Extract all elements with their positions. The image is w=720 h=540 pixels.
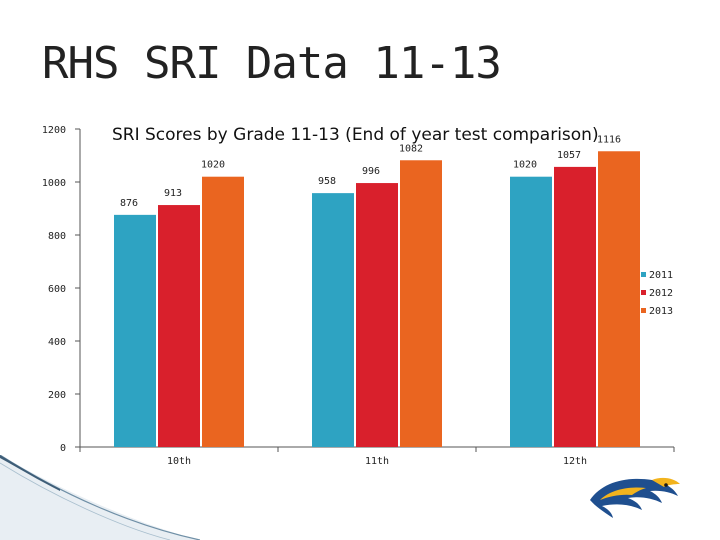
decorative-swoosh — [0, 455, 200, 540]
y-tick-label: 400 — [48, 337, 66, 348]
bar-2013-12th — [598, 151, 640, 447]
data-label: 1020 — [513, 160, 537, 171]
bar-2012-12th — [554, 166, 596, 447]
legend-swatch-2012 — [641, 290, 646, 295]
y-tick-label: 0 — [60, 443, 66, 454]
chart-title: SRI Scores by Grade 11-13 (End of year t… — [112, 125, 599, 145]
chart-bars — [114, 151, 640, 447]
legend-label: 2012 — [649, 288, 673, 299]
bar-2013-11th — [400, 160, 442, 447]
x-category-label: 11th — [365, 456, 389, 467]
data-label: 1116 — [597, 134, 621, 145]
bar-2011-11th — [312, 193, 354, 447]
y-tick-label: 800 — [48, 231, 66, 242]
y-tick-label: 1000 — [42, 178, 66, 189]
data-label: 913 — [164, 188, 182, 199]
y-tick-label: 600 — [48, 284, 66, 295]
legend-swatch-2013 — [641, 308, 646, 313]
chart-data-labels: 876 913 1020 958 996 1082 1020 1057 1116 — [120, 134, 621, 209]
bar-2011-10th — [114, 214, 156, 447]
data-label: 958 — [318, 176, 336, 187]
x-category-label: 10th — [167, 456, 191, 467]
bar-2013-10th — [202, 176, 244, 447]
eagle-logo — [590, 477, 680, 518]
bar-2012-11th — [356, 183, 398, 447]
legend-label: 2013 — [649, 306, 673, 317]
data-label: 996 — [362, 166, 380, 177]
slide-title: RHS SRI Data 11-13 — [42, 38, 502, 89]
x-category-label: 12th — [563, 456, 587, 467]
y-tick-label: 200 — [48, 390, 66, 401]
chart-legend: 2011 2012 2013 — [641, 270, 673, 317]
legend-swatch-2011 — [641, 272, 646, 277]
data-label: 1057 — [557, 150, 581, 161]
legend-label: 2011 — [649, 270, 673, 281]
y-tick-label: 1200 — [42, 125, 66, 136]
bar-2012-10th — [158, 205, 200, 447]
data-label: 1082 — [399, 143, 423, 154]
data-label: 876 — [120, 198, 138, 209]
bar-2011-12th — [510, 176, 552, 447]
data-label: 1020 — [201, 160, 225, 171]
